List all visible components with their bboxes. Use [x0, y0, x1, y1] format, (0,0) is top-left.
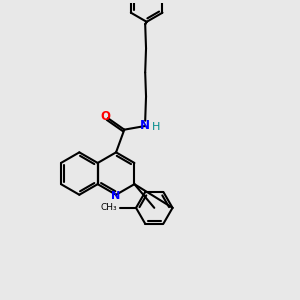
- Text: CH₃: CH₃: [101, 203, 118, 212]
- Text: H: H: [152, 122, 160, 133]
- Text: N: N: [140, 119, 150, 133]
- Text: O: O: [100, 110, 110, 123]
- Text: N: N: [111, 191, 121, 201]
